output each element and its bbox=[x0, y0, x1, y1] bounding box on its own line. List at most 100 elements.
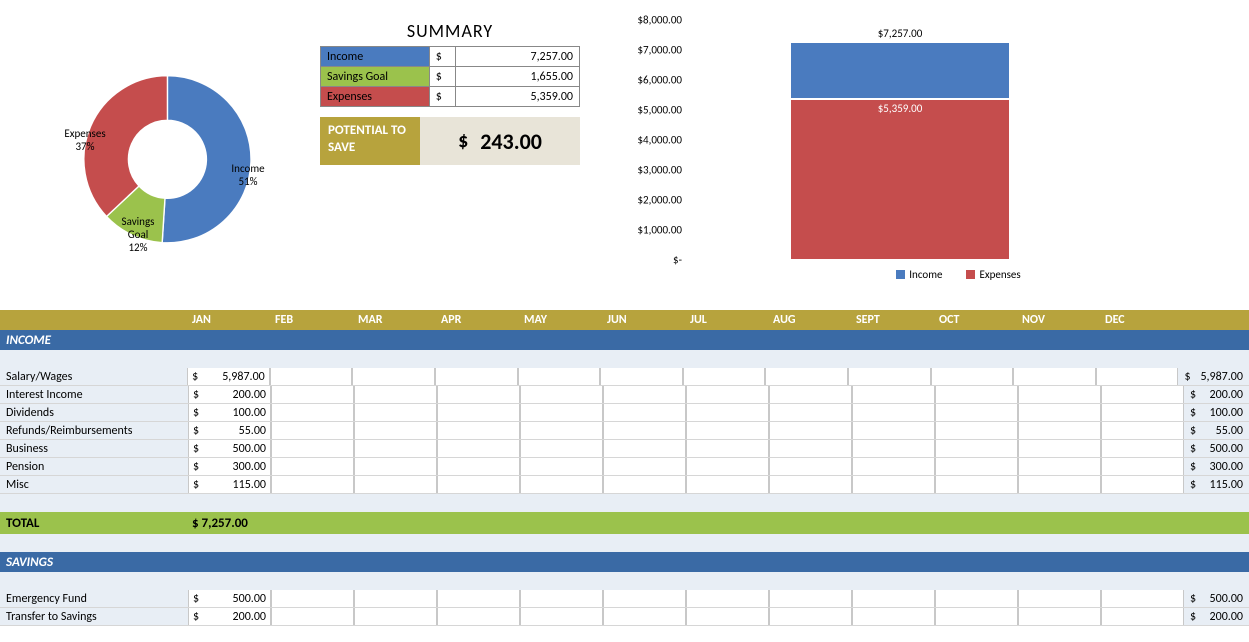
cell-empty[interactable] bbox=[1101, 440, 1184, 457]
cell-empty[interactable] bbox=[437, 608, 520, 625]
cell-jan[interactable]: $500.00 bbox=[188, 590, 271, 607]
cell-empty[interactable] bbox=[437, 440, 520, 457]
cell-empty[interactable] bbox=[435, 368, 518, 385]
cell-empty[interactable] bbox=[520, 386, 603, 403]
cell-empty[interactable] bbox=[603, 590, 686, 607]
cell-empty[interactable] bbox=[354, 476, 437, 493]
cell-empty[interactable] bbox=[769, 476, 852, 493]
cell-empty[interactable] bbox=[769, 458, 852, 475]
cell-empty[interactable] bbox=[686, 404, 769, 421]
cell-empty[interactable] bbox=[603, 404, 686, 421]
cell-empty[interactable] bbox=[270, 368, 353, 385]
cell-empty[interactable] bbox=[683, 368, 766, 385]
cell-empty[interactable] bbox=[852, 476, 935, 493]
cell-empty[interactable] bbox=[271, 386, 354, 403]
cell-empty[interactable] bbox=[271, 422, 354, 439]
cell-empty[interactable] bbox=[935, 458, 1018, 475]
cell-empty[interactable] bbox=[520, 476, 603, 493]
cell-empty[interactable] bbox=[769, 590, 852, 607]
cell-empty[interactable] bbox=[271, 404, 354, 421]
cell-empty[interactable] bbox=[1018, 404, 1101, 421]
cell-empty[interactable] bbox=[1101, 422, 1184, 439]
cell-jan[interactable]: $55.00 bbox=[188, 422, 271, 439]
cell-empty[interactable] bbox=[271, 590, 354, 607]
cell-empty[interactable] bbox=[769, 386, 852, 403]
cell-empty[interactable] bbox=[935, 590, 1018, 607]
cell-empty[interactable] bbox=[437, 458, 520, 475]
cell-empty[interactable] bbox=[935, 608, 1018, 625]
cell-empty[interactable] bbox=[600, 368, 683, 385]
cell-empty[interactable] bbox=[354, 590, 437, 607]
cell-empty[interactable] bbox=[603, 386, 686, 403]
cell-empty[interactable] bbox=[1101, 458, 1184, 475]
cell-empty[interactable] bbox=[354, 404, 437, 421]
cell-empty[interactable] bbox=[1018, 440, 1101, 457]
cell-empty[interactable] bbox=[1018, 590, 1101, 607]
cell-empty[interactable] bbox=[769, 608, 852, 625]
cell-empty[interactable] bbox=[686, 386, 769, 403]
cell-empty[interactable] bbox=[769, 422, 852, 439]
cell-jan[interactable]: $300.00 bbox=[188, 458, 271, 475]
cell-empty[interactable] bbox=[520, 608, 603, 625]
cell-empty[interactable] bbox=[271, 476, 354, 493]
cell-empty[interactable] bbox=[603, 458, 686, 475]
cell-empty[interactable] bbox=[769, 440, 852, 457]
cell-empty[interactable] bbox=[354, 386, 437, 403]
cell-empty[interactable] bbox=[765, 368, 848, 385]
cell-empty[interactable] bbox=[603, 422, 686, 439]
cell-empty[interactable] bbox=[686, 458, 769, 475]
cell-empty[interactable] bbox=[935, 422, 1018, 439]
cell-empty[interactable] bbox=[603, 440, 686, 457]
cell-empty[interactable] bbox=[1018, 608, 1101, 625]
cell-empty[interactable] bbox=[1018, 422, 1101, 439]
cell-empty[interactable] bbox=[354, 458, 437, 475]
cell-jan[interactable]: $500.00 bbox=[188, 440, 271, 457]
cell-empty[interactable] bbox=[437, 476, 520, 493]
cell-jan[interactable]: $100.00 bbox=[188, 404, 271, 421]
cell-empty[interactable] bbox=[520, 422, 603, 439]
cell-empty[interactable] bbox=[1101, 476, 1184, 493]
cell-empty[interactable] bbox=[520, 458, 603, 475]
cell-empty[interactable] bbox=[935, 476, 1018, 493]
cell-empty[interactable] bbox=[520, 404, 603, 421]
cell-empty[interactable] bbox=[686, 476, 769, 493]
cell-empty[interactable] bbox=[1101, 608, 1184, 625]
cell-empty[interactable] bbox=[769, 404, 852, 421]
cell-empty[interactable] bbox=[935, 404, 1018, 421]
cell-empty[interactable] bbox=[686, 608, 769, 625]
cell-empty[interactable] bbox=[852, 422, 935, 439]
cell-empty[interactable] bbox=[852, 386, 935, 403]
cell-empty[interactable] bbox=[437, 386, 520, 403]
cell-empty[interactable] bbox=[1018, 476, 1101, 493]
cell-empty[interactable] bbox=[848, 368, 931, 385]
cell-empty[interactable] bbox=[354, 422, 437, 439]
cell-jan[interactable]: $200.00 bbox=[188, 608, 271, 625]
cell-empty[interactable] bbox=[271, 440, 354, 457]
cell-empty[interactable] bbox=[1101, 590, 1184, 607]
cell-empty[interactable] bbox=[437, 404, 520, 421]
cell-empty[interactable] bbox=[852, 608, 935, 625]
cell-empty[interactable] bbox=[686, 440, 769, 457]
cell-empty[interactable] bbox=[686, 590, 769, 607]
cell-empty[interactable] bbox=[852, 440, 935, 457]
cell-empty[interactable] bbox=[1018, 386, 1101, 403]
cell-jan[interactable]: $115.00 bbox=[188, 476, 271, 493]
cell-empty[interactable] bbox=[354, 440, 437, 457]
cell-empty[interactable] bbox=[935, 386, 1018, 403]
cell-empty[interactable] bbox=[1096, 368, 1179, 385]
cell-empty[interactable] bbox=[518, 368, 601, 385]
cell-empty[interactable] bbox=[603, 476, 686, 493]
cell-empty[interactable] bbox=[852, 590, 935, 607]
cell-empty[interactable] bbox=[1101, 404, 1184, 421]
cell-empty[interactable] bbox=[437, 590, 520, 607]
cell-jan[interactable]: $5,987.00 bbox=[187, 368, 270, 385]
cell-empty[interactable] bbox=[352, 368, 435, 385]
cell-empty[interactable] bbox=[520, 440, 603, 457]
cell-empty[interactable] bbox=[271, 608, 354, 625]
cell-empty[interactable] bbox=[603, 608, 686, 625]
cell-empty[interactable] bbox=[1018, 458, 1101, 475]
cell-empty[interactable] bbox=[1101, 386, 1184, 403]
cell-empty[interactable] bbox=[354, 608, 437, 625]
cell-empty[interactable] bbox=[852, 458, 935, 475]
cell-empty[interactable] bbox=[271, 458, 354, 475]
